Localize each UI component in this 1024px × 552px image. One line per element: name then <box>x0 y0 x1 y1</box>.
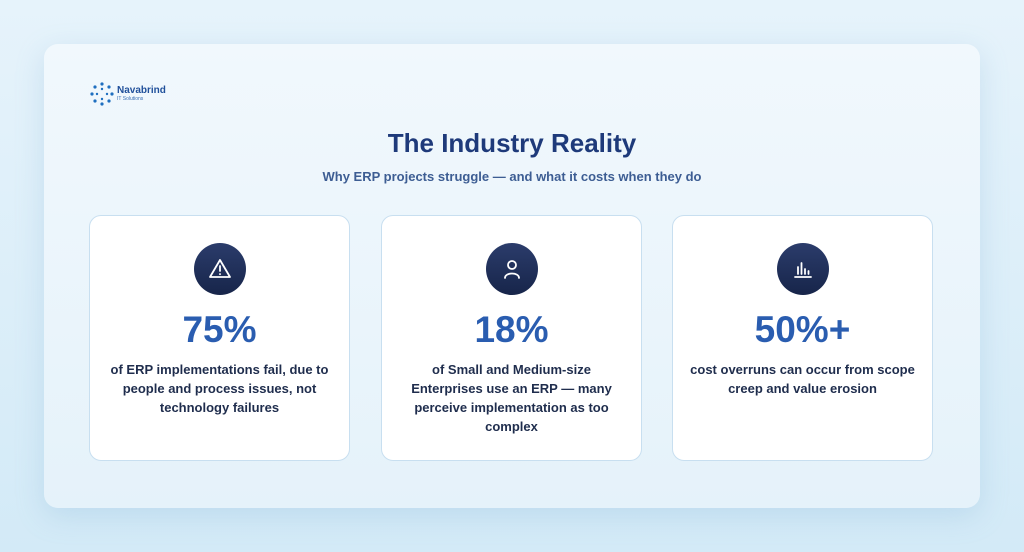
title: The Industry Reality <box>387 128 637 158</box>
card: 75% of ERP implementations fail, due to … <box>89 215 350 461</box>
stat: 75% <box>182 309 257 350</box>
card: 18% of Small and Medium-size Enterprises… <box>381 215 642 461</box>
card-text: of Small and Medium-size Enterprises use… <box>411 362 612 434</box>
icon <box>194 243 246 295</box>
subtitle: Why ERP projects struggle — and what it … <box>322 169 702 184</box>
logo-icon <box>90 82 114 106</box>
logo: Navabrind IT Solutions <box>90 82 166 106</box>
icon <box>486 243 538 295</box>
logo-name: Navabrind <box>117 85 166 96</box>
stat: 18% <box>474 309 549 350</box>
card: 50%+ cost overruns can occur from scope … <box>672 215 933 461</box>
logo-tagline: IT Solutions <box>117 96 144 102</box>
icon <box>777 243 829 295</box>
card-text: cost overruns can occur from scope creep… <box>690 362 915 396</box>
card-text: of ERP implementations fail, due to peop… <box>110 362 329 415</box>
stat: 50%+ <box>754 309 851 350</box>
panel: Navabrind IT Solutions The Industry Real… <box>44 44 980 508</box>
